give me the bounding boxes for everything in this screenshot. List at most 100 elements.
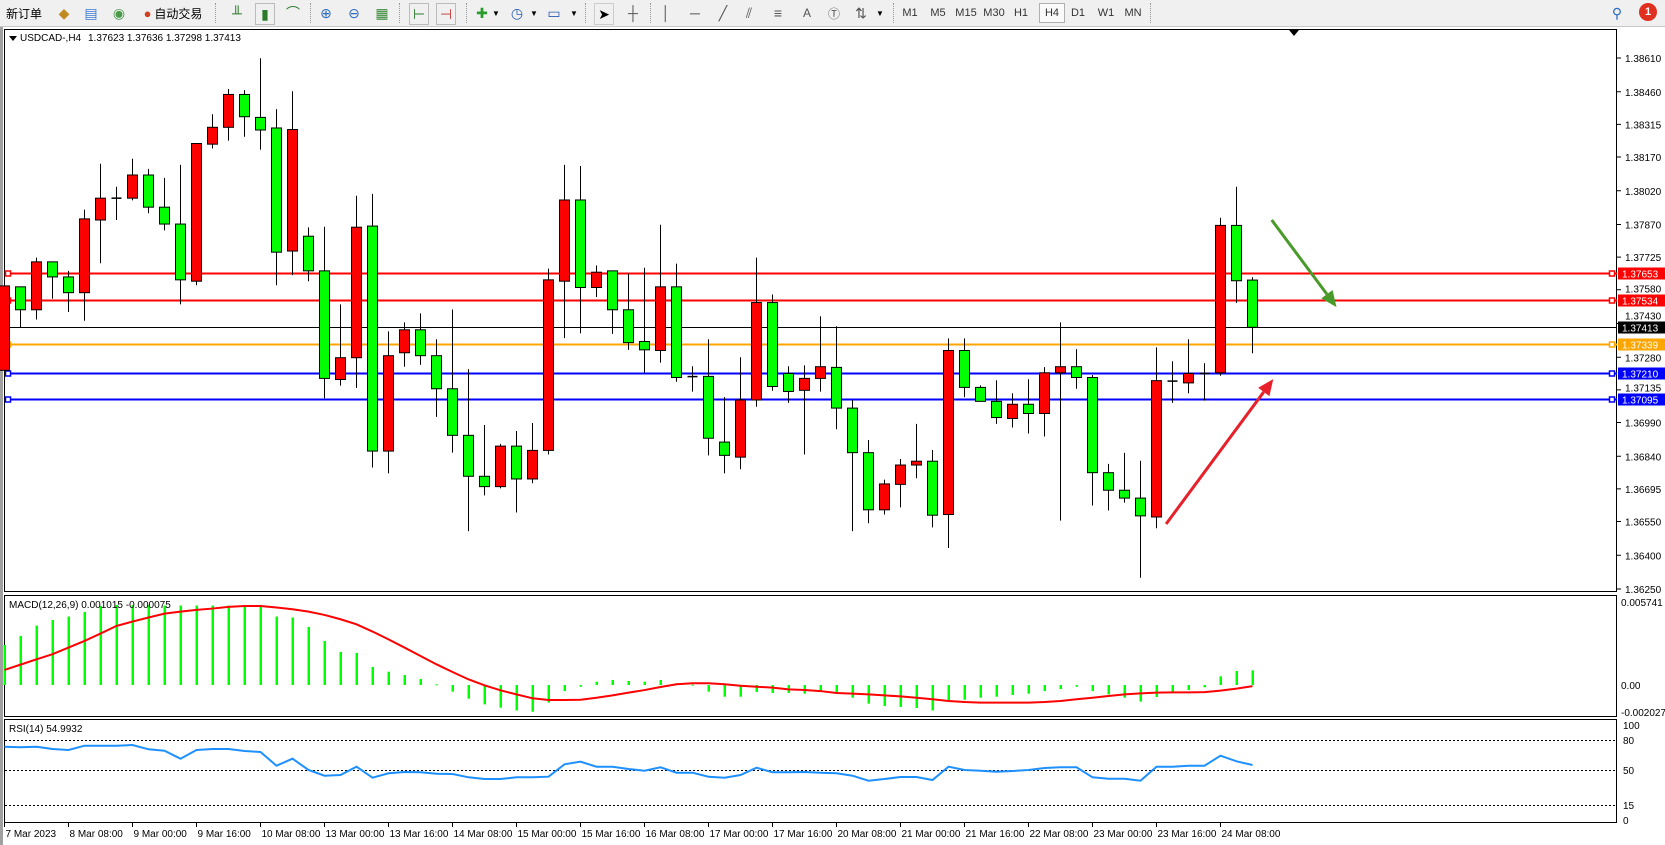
auto-trading-button[interactable]: ● 自动交易	[137, 3, 209, 23]
bull-candle	[207, 126, 218, 145]
macd-histogram-bar	[835, 685, 838, 693]
periods-dropdown-icon[interactable]: ▼	[530, 8, 538, 18]
macd-histogram-bar	[451, 685, 454, 692]
line-chart-icon[interactable]: ⌒	[286, 5, 300, 21]
timeframe-m15[interactable]: M15	[955, 7, 977, 19]
candlestick-chart-icon[interactable]: ▮	[255, 3, 275, 25]
macd-histogram-bar	[211, 605, 214, 685]
macd-histogram-bar	[915, 685, 918, 708]
crosshair-icon[interactable]: ┼	[628, 5, 638, 21]
bull-candle	[127, 174, 138, 199]
arrows-dropdown-icon[interactable]: ▼	[876, 8, 884, 18]
bull-candle	[559, 199, 570, 282]
macd-histogram-bar	[499, 685, 502, 708]
timeframe-m1[interactable]: M1	[902, 7, 918, 19]
macd-histogram-bar	[355, 652, 358, 685]
bear-candle	[975, 386, 986, 402]
timeframe-m30[interactable]: M30	[983, 7, 1005, 19]
chart-shift-icon[interactable]: ⊢	[409, 3, 429, 25]
chart-shift-marker-icon[interactable]	[1289, 30, 1299, 36]
bear-candle	[767, 302, 778, 388]
market-watch-icon[interactable]: ◆	[58, 4, 70, 21]
macd-histogram-bar	[659, 679, 662, 685]
vertical-line-icon[interactable]: │	[661, 5, 671, 21]
rsi-axis-label: 100	[1623, 721, 1640, 732]
search-icon[interactable]: ⚲	[1611, 4, 1623, 21]
price-axis-label: 1.37870	[1625, 221, 1662, 232]
cursor-icon[interactable]: ➤	[594, 3, 614, 25]
time-axis-label: 21 Mar 16:00	[966, 829, 1025, 840]
fibonacci-icon[interactable]: ≡	[773, 5, 783, 21]
level-right-handle	[1608, 341, 1616, 348]
macd-histogram-bar	[1059, 685, 1062, 690]
level-price-tag-label: 1.37095	[1622, 396, 1659, 407]
toolbar-separator	[399, 3, 400, 23]
level-right-handle	[1608, 270, 1616, 277]
toolbar-separator	[466, 3, 467, 23]
macd-histogram-bar	[35, 625, 38, 685]
time-axis-label: 8 Mar 08:00	[70, 829, 124, 840]
macd-histogram-bar	[3, 644, 6, 685]
macd-histogram-bar	[1091, 685, 1094, 692]
timeframe-h1[interactable]: H1	[1013, 7, 1029, 19]
tile-windows-icon[interactable]: ▦	[375, 4, 389, 21]
arrows-icon[interactable]: ⇅	[855, 4, 867, 21]
timeframe-d1[interactable]: D1	[1070, 7, 1086, 19]
auto-scroll-icon[interactable]: ⊣	[436, 3, 456, 25]
templates-dropdown-icon[interactable]: ▼	[570, 8, 578, 18]
equidistant-channel-icon[interactable]: ⫽	[745, 4, 753, 21]
text-label-icon[interactable]: Ⓣ	[827, 6, 840, 21]
horizontal-line-icon[interactable]: ─	[690, 5, 700, 21]
macd-histogram-bar	[67, 616, 70, 685]
bull-candle	[911, 460, 922, 466]
time-axis-label: 17 Mar 16:00	[774, 829, 833, 840]
time-axis-label: 13 Mar 00:00	[326, 829, 385, 840]
notifications-badge[interactable]: 1	[1639, 3, 1657, 21]
price-axis-label: 1.36400	[1625, 551, 1662, 562]
time-axis-label: 24 Mar 08:00	[1222, 829, 1281, 840]
macd-signal-line	[4, 604, 1253, 704]
bear-candle	[1135, 497, 1146, 517]
bear-candle	[927, 460, 938, 516]
bull-candle	[1151, 380, 1162, 518]
timeframe-h4[interactable]: H4	[1039, 3, 1065, 23]
bear-candle	[575, 199, 586, 289]
periods-clock-icon[interactable]: ◷	[510, 4, 524, 21]
timeframe-w1[interactable]: W1	[1097, 7, 1115, 19]
bear-candle	[1071, 366, 1082, 379]
new-order-button[interactable]: 新订单	[2, 3, 46, 23]
level-price-tag	[1618, 267, 1665, 280]
trendline-icon[interactable]: ╱	[718, 4, 728, 21]
price-axis-label: 1.38315	[1625, 120, 1662, 131]
navigator-icon[interactable]: ◉	[112, 4, 126, 21]
price-axis-label: 1.36695	[1625, 485, 1662, 496]
macd-histogram-bar	[963, 685, 966, 700]
time-axis-label: 23 Mar 16:00	[1158, 829, 1217, 840]
zoom-in-icon[interactable]: ⊕	[320, 4, 332, 21]
bear-candle	[271, 127, 282, 253]
timeframe-mn[interactable]: MN	[1124, 7, 1142, 19]
indicators-dropdown-icon[interactable]: ▼	[492, 8, 500, 18]
timeframe-m5[interactable]: M5	[930, 7, 946, 19]
macd-histogram-bar	[339, 651, 342, 685]
bull-candle	[223, 93, 234, 128]
text-icon[interactable]: A	[802, 6, 811, 20]
bear-candle	[1103, 472, 1114, 491]
auto-trading-icon: ●	[143, 5, 152, 21]
bar-chart-icon[interactable]: ╨	[232, 5, 242, 21]
level-right-handle	[1608, 396, 1616, 403]
zoom-out-icon[interactable]: ⊖	[348, 4, 360, 21]
level-right-handle	[1608, 370, 1616, 377]
toolbar-separator	[893, 3, 894, 23]
level-right-handle	[1608, 297, 1616, 304]
indicators-icon[interactable]: ✚	[476, 4, 488, 21]
symbol-menu-triangle-icon[interactable]	[9, 36, 17, 41]
bear-candle	[255, 116, 266, 131]
level-price-tag-label: 1.37339	[1622, 341, 1659, 352]
data-window-icon[interactable]: ▤	[84, 4, 98, 21]
templates-icon[interactable]: ▭	[547, 4, 561, 21]
macd-histogram-bar	[1171, 685, 1174, 693]
time-axis-label: 9 Mar 16:00	[198, 829, 252, 840]
toolbar-separator	[1150, 3, 1151, 23]
